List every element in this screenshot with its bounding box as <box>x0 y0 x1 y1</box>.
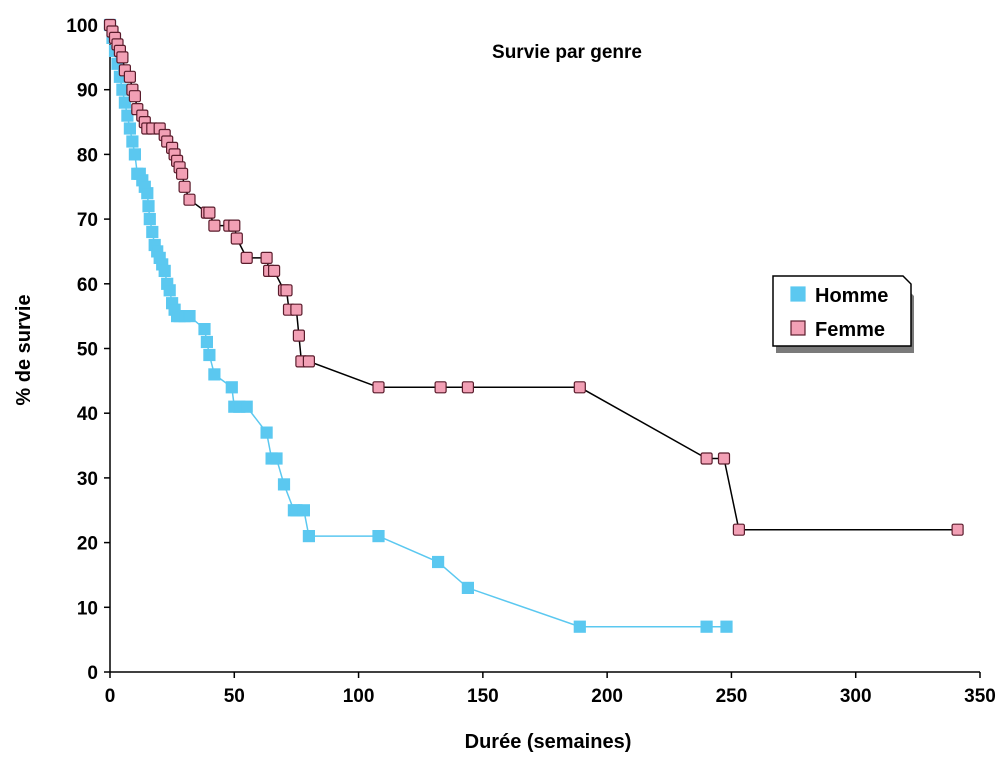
y-tick-label: 30 <box>77 469 98 490</box>
data-point-femme <box>178 180 191 193</box>
data-point-femme <box>260 251 273 264</box>
data-point-homme <box>141 187 154 200</box>
data-point-homme <box>200 335 213 349</box>
data-point-femme <box>573 381 586 394</box>
y-tick-label: 90 <box>77 81 98 102</box>
data-point-homme <box>208 368 221 381</box>
data-point-homme <box>158 264 171 277</box>
data-point-femme <box>268 264 281 277</box>
data-point-femme <box>700 452 713 465</box>
data-point-homme <box>116 83 129 96</box>
data-point-femme <box>128 90 141 103</box>
legend: Homme Femme <box>772 275 914 353</box>
data-point-homme <box>720 620 733 633</box>
data-point-homme <box>118 96 132 109</box>
x-ticks: 0 50 100 150 200 250 300 350 <box>105 672 996 707</box>
series-femme <box>103 18 964 536</box>
data-point-femme <box>228 219 241 232</box>
data-point-homme <box>432 555 445 569</box>
data-point-homme <box>240 400 253 413</box>
data-point-femme <box>732 523 746 536</box>
legend-marker-femme <box>790 320 806 336</box>
data-point-femme <box>290 303 303 316</box>
data-point-homme <box>260 426 273 439</box>
data-point-homme <box>121 109 134 122</box>
y-tick-label: 50 <box>77 340 98 361</box>
data-point-femme <box>203 206 216 219</box>
data-point-femme <box>292 329 305 342</box>
y-tick-label: 10 <box>77 598 98 619</box>
data-point-homme <box>372 529 385 543</box>
x-tick-label: 0 <box>105 686 116 707</box>
data-point-homme <box>277 478 291 491</box>
chart-title: Survie par genre <box>492 42 642 63</box>
data-point-homme <box>143 213 156 226</box>
legend-box <box>772 275 912 347</box>
x-tick-label: 150 <box>467 686 499 707</box>
data-point-homme <box>198 323 211 336</box>
data-point-femme <box>280 284 293 297</box>
y-tick-label: 60 <box>77 275 98 296</box>
y-tick-label: 100 <box>66 16 98 37</box>
data-point-homme <box>183 310 196 323</box>
data-point-femme <box>461 381 474 394</box>
data-point-femme <box>302 355 315 368</box>
legend-label-homme: Homme <box>815 285 888 307</box>
x-tick-label: 200 <box>591 686 623 707</box>
y-tick-label: 70 <box>77 210 98 231</box>
data-point-femme <box>208 219 221 232</box>
data-point-femme <box>240 251 253 264</box>
data-point-homme <box>700 620 713 633</box>
data-point-homme <box>270 452 283 465</box>
data-point-homme <box>297 504 310 517</box>
y-tick-label: 0 <box>87 663 98 684</box>
data-point-homme <box>142 200 155 213</box>
legend-label-femme: Femme <box>815 319 885 341</box>
data-point-homme <box>163 284 176 297</box>
data-point-homme <box>302 529 315 543</box>
y-tick-label: 20 <box>77 534 98 555</box>
x-tick-label: 50 <box>224 686 245 707</box>
x-axis-label: Durée (semaines) <box>465 731 632 753</box>
data-point-homme <box>573 620 586 633</box>
y-axis-label: % de survie <box>13 294 35 405</box>
y-ticks: 0 10 20 30 40 50 60 70 80 90 100 <box>66 16 110 684</box>
data-point-femme <box>951 523 964 536</box>
legend-marker-homme <box>790 286 806 302</box>
data-point-femme <box>116 51 129 64</box>
data-point-femme <box>123 70 137 83</box>
x-tick-label: 300 <box>840 686 872 707</box>
data-point-femme <box>183 193 196 206</box>
data-point-femme <box>434 381 447 394</box>
data-point-femme <box>372 381 385 394</box>
data-point-homme <box>203 348 216 362</box>
data-point-homme <box>123 122 137 135</box>
series-homme <box>103 18 733 633</box>
data-point-femme <box>717 452 731 465</box>
data-point-femme <box>230 232 243 245</box>
series-layer <box>103 18 964 633</box>
data-point-homme <box>146 225 159 239</box>
data-point-homme <box>225 381 238 394</box>
x-tick-label: 250 <box>716 686 748 707</box>
y-tick-label: 80 <box>77 145 98 166</box>
y-tick-label: 40 <box>77 404 98 425</box>
data-point-homme <box>126 135 139 148</box>
data-point-homme <box>461 581 474 595</box>
data-point-femme <box>176 167 189 180</box>
x-tick-label: 100 <box>343 686 375 707</box>
x-tick-label: 350 <box>964 686 996 707</box>
data-point-homme <box>128 148 141 161</box>
